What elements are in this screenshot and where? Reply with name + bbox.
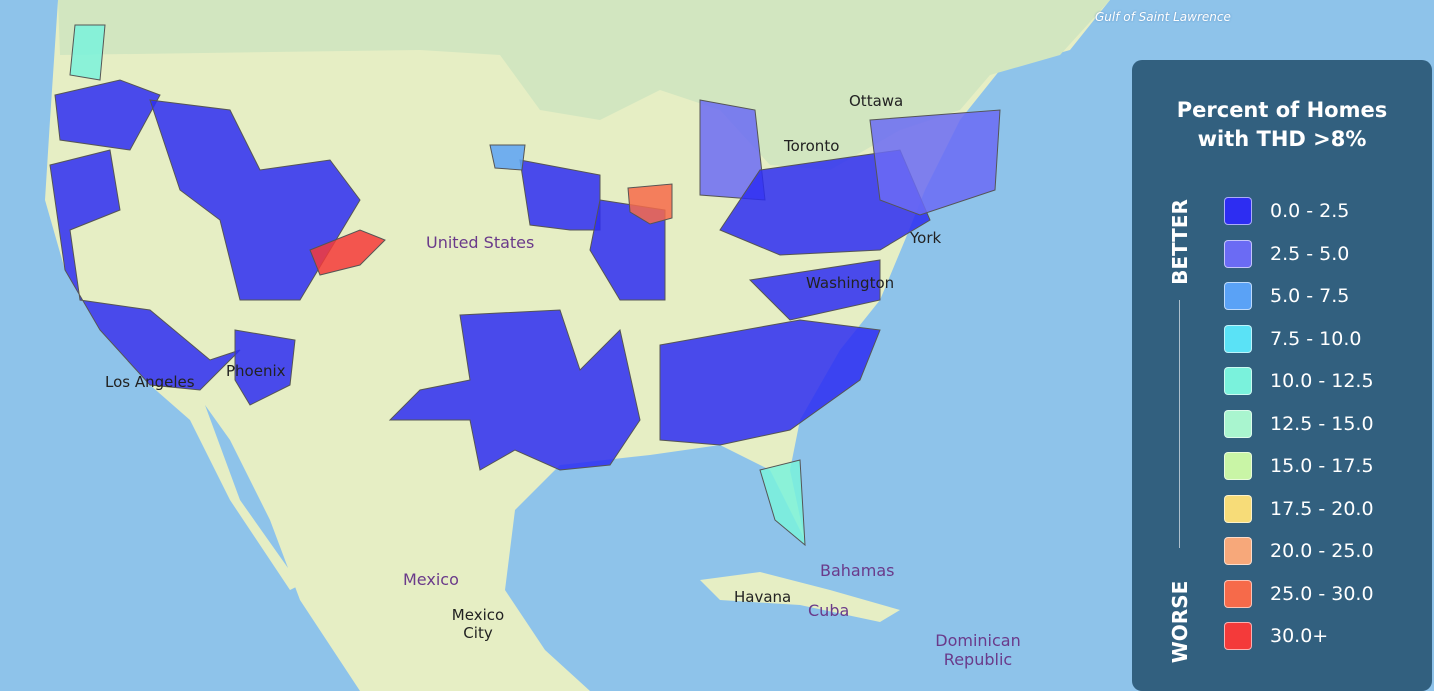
worse-label: WORSE — [1168, 580, 1192, 664]
legend-swatch — [1224, 239, 1252, 268]
canada — [58, 0, 1110, 170]
place-label: Havana — [734, 588, 792, 606]
place-label: Mexico City — [451, 606, 505, 642]
legend-item: 0.0 - 2.5 — [1224, 196, 1349, 226]
region — [519, 159, 601, 231]
region — [748, 259, 881, 321]
arrow-line — [1179, 300, 1180, 548]
legend-label: 20.0 - 25.0 — [1270, 540, 1374, 562]
legend-item: 30.0+ — [1224, 621, 1328, 651]
legend-item: 20.0 - 25.0 — [1224, 536, 1374, 566]
legend-item: 15.0 - 17.5 — [1224, 451, 1374, 481]
legend-swatch — [1224, 367, 1252, 395]
place-label: Gulf of Saint Lawrence — [1095, 10, 1231, 24]
place-label: Mexico — [403, 570, 459, 589]
legend-item: 2.5 - 5.0 — [1224, 239, 1349, 269]
region — [869, 109, 1001, 216]
legend-swatch — [1224, 579, 1252, 608]
region — [759, 459, 806, 547]
legend-swatch — [1224, 409, 1252, 438]
place-label: Ottawa — [849, 92, 904, 110]
region — [54, 79, 161, 151]
region — [489, 144, 526, 171]
place-label: Washington — [806, 274, 895, 292]
region — [234, 329, 296, 406]
legend-label: 25.0 - 30.0 — [1270, 582, 1374, 605]
legend-item: 10.0 - 12.5 — [1224, 366, 1374, 396]
cuba — [700, 572, 900, 622]
region — [309, 229, 386, 276]
place-label: Los Angeles — [105, 373, 195, 391]
place-label: Toronto — [784, 137, 840, 155]
region — [659, 319, 881, 446]
legend-item: 12.5 - 15.0 — [1224, 409, 1374, 439]
region — [388, 309, 641, 471]
legend-item: 25.0 - 30.0 — [1224, 579, 1374, 609]
legend-label: 12.5 - 15.0 — [1270, 412, 1374, 435]
legend-label: 0.0 - 2.5 — [1270, 200, 1350, 222]
place-label: Dominican Republic — [935, 631, 1021, 669]
place-label: York — [910, 229, 942, 247]
legend-label: 17.5 - 20.0 — [1270, 497, 1374, 520]
better-label: BETTER — [1168, 199, 1192, 285]
legend-swatch — [1224, 494, 1252, 523]
legend-label: 2.5 - 5.0 — [1270, 242, 1350, 265]
place-label: Phoenix — [226, 362, 286, 380]
legend-label: 10.0 - 12.5 — [1270, 370, 1374, 392]
legend-swatch — [1224, 537, 1252, 565]
region — [49, 149, 241, 391]
legend-label: 15.0 - 17.5 — [1270, 455, 1374, 477]
place-label: Bahamas — [820, 561, 895, 580]
legend-item: 7.5 - 10.0 — [1224, 324, 1361, 354]
legend-swatch — [1224, 324, 1252, 353]
legend-label: 30.0+ — [1270, 625, 1329, 647]
legend-swatch — [1224, 622, 1252, 650]
legend-item: 5.0 - 7.5 — [1224, 281, 1349, 311]
legend-swatch — [1224, 452, 1252, 480]
region — [69, 24, 106, 81]
region — [627, 183, 673, 225]
legend-item: 17.5 - 20.0 — [1224, 494, 1374, 524]
legend-swatch — [1224, 282, 1252, 310]
legend-title: Percent of Homes with THD >8% — [1176, 98, 1388, 151]
place-label: Cuba — [808, 601, 850, 620]
legend-swatch — [1224, 197, 1252, 225]
legend-label: 7.5 - 10.0 — [1270, 327, 1362, 350]
place-label: United States — [426, 233, 535, 252]
legend: Percent of Homes with THD >8% BETTER WOR… — [1132, 60, 1432, 691]
regions — [49, 24, 1001, 547]
legend-label: 5.0 - 7.5 — [1270, 285, 1350, 307]
